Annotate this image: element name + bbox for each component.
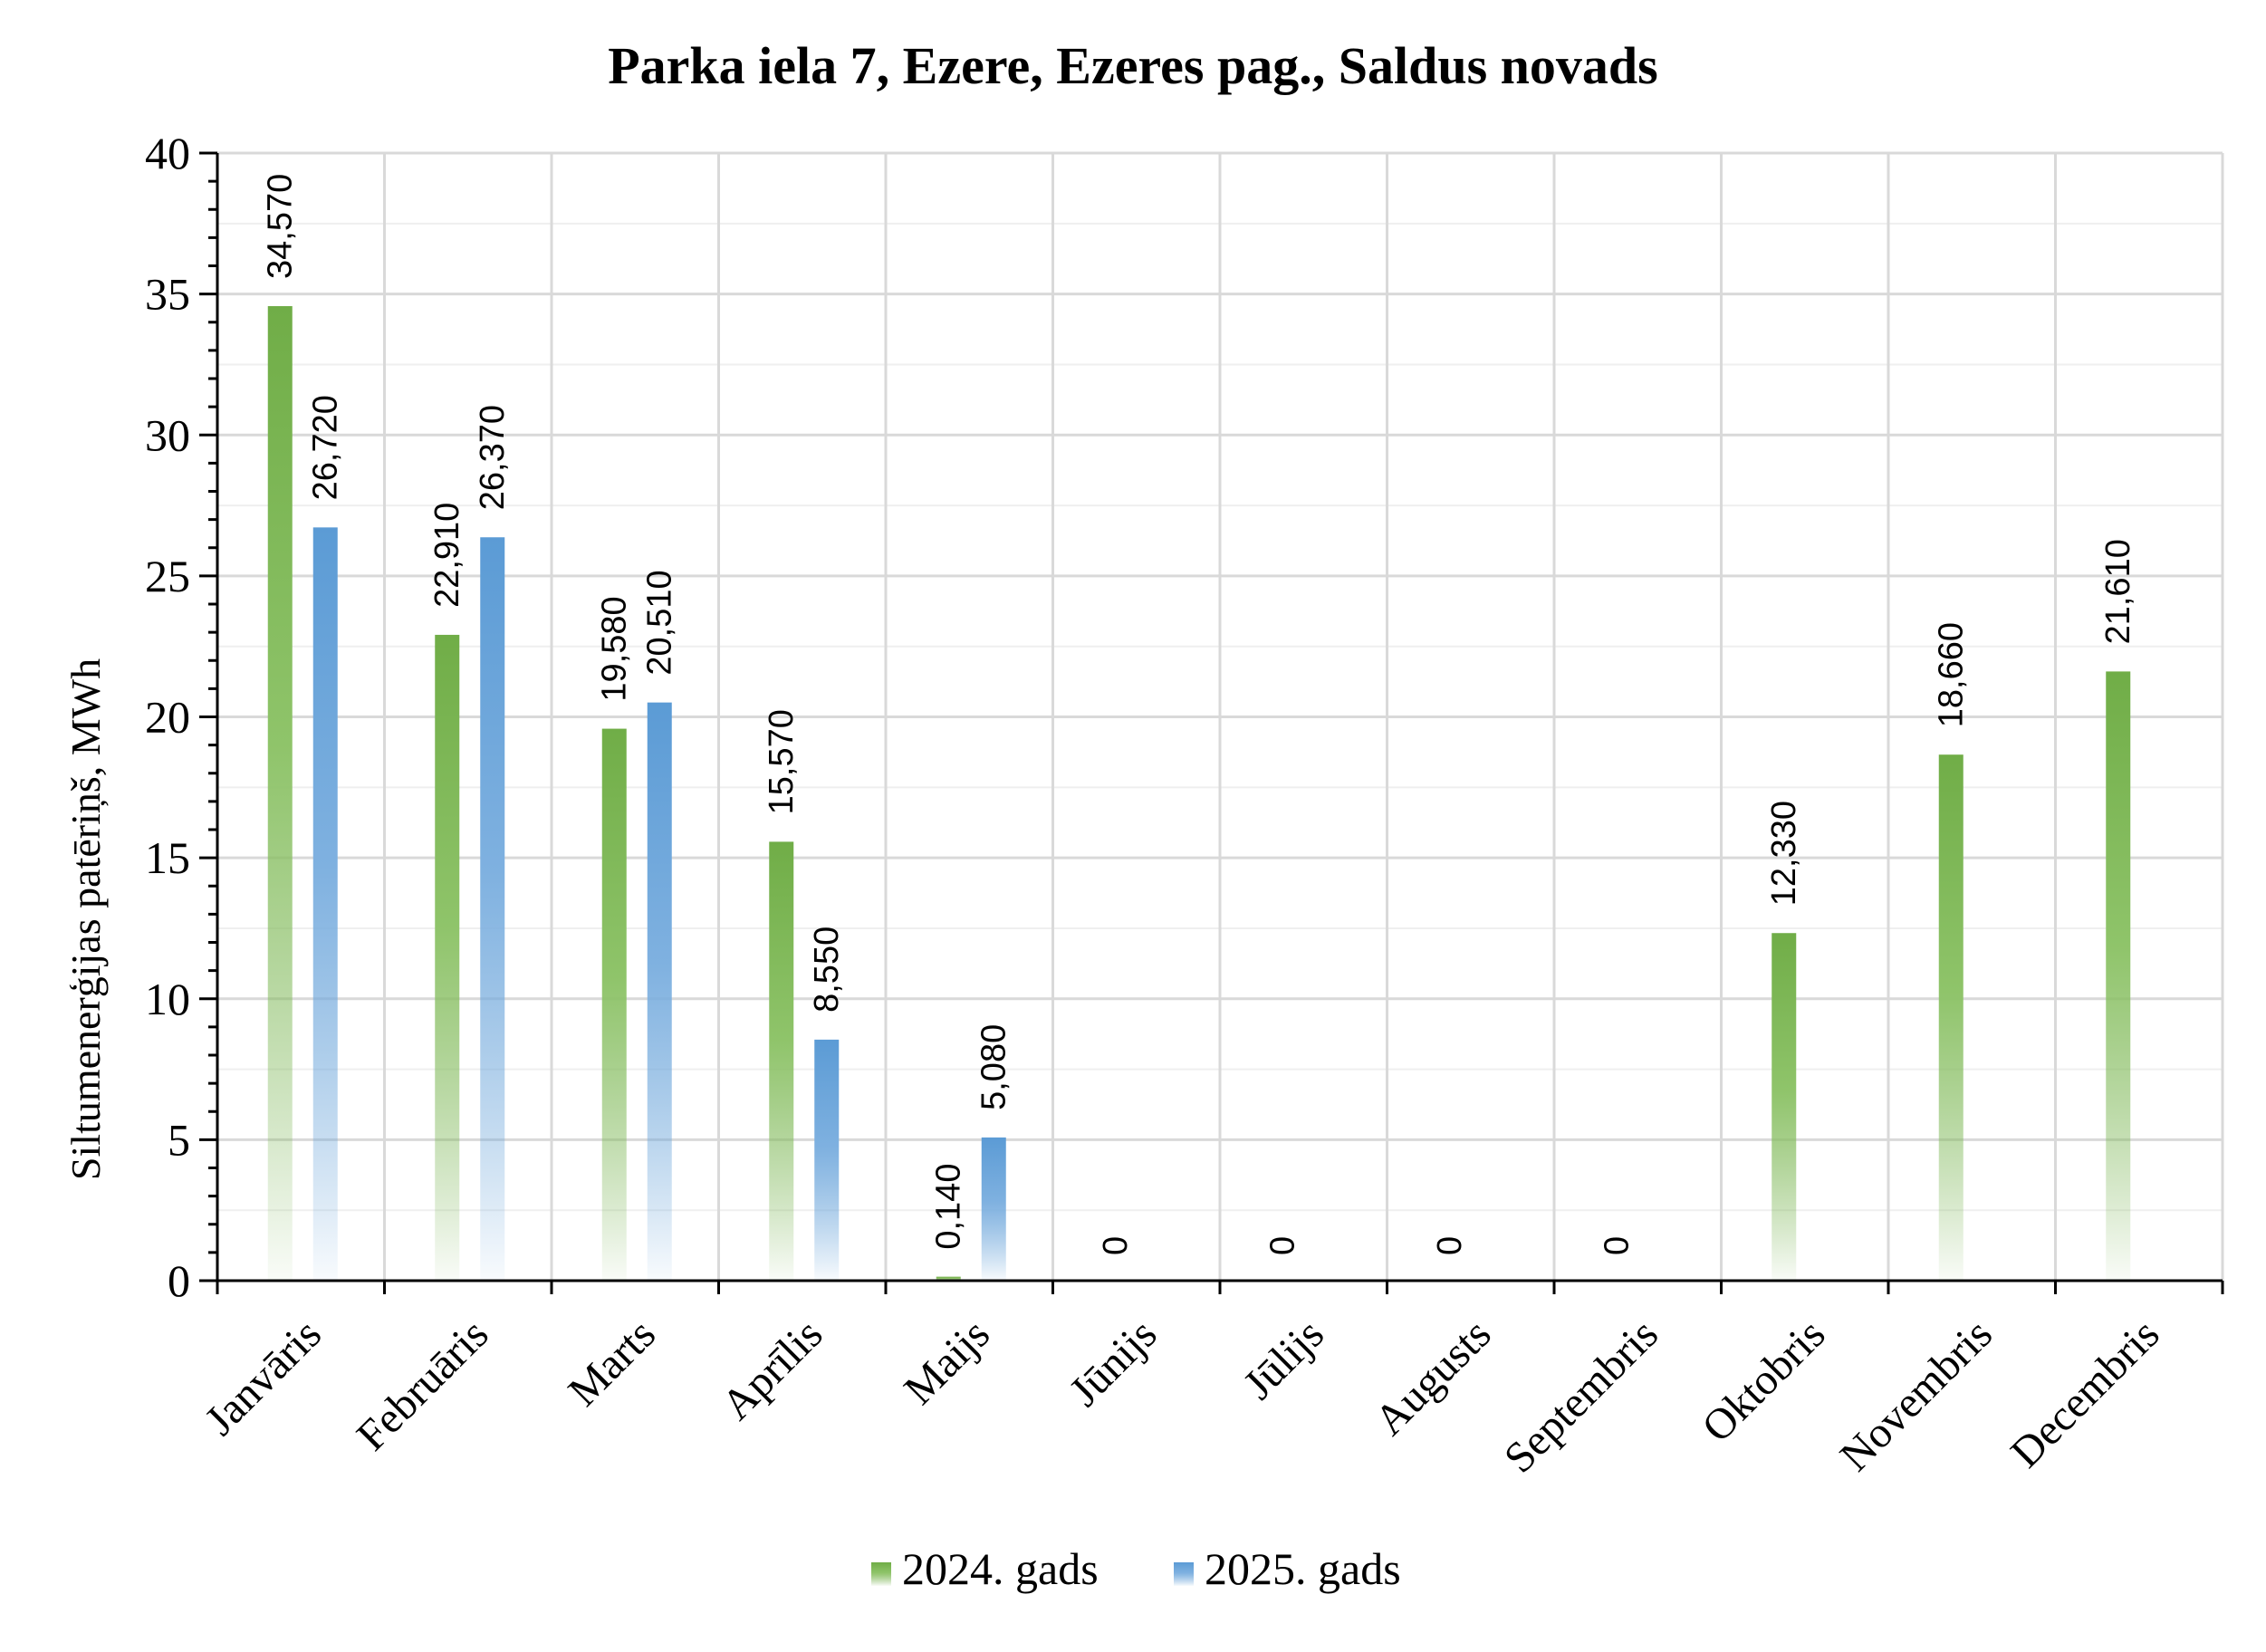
- data-label: 8,550: [808, 927, 846, 1013]
- y-axis-label: Siltumenerģijas patēriņš, MWh: [62, 658, 109, 1180]
- chart-title: Parka iela 7, Ezere, Ezeres pag., Saldus…: [608, 36, 1658, 95]
- data-label: 18,660: [1932, 622, 1970, 727]
- x-tick-label: Augusts: [1366, 1310, 1501, 1445]
- data-label: 0,140: [929, 1164, 967, 1250]
- data-label: 26,720: [306, 395, 344, 500]
- gridlines: [217, 151, 2224, 1281]
- data-label: 0: [1263, 1236, 1301, 1255]
- y-tick-label: 40: [145, 128, 190, 178]
- data-label: 34,570: [261, 174, 299, 279]
- y-tick-label: 15: [145, 832, 190, 883]
- bar-2024: [435, 634, 460, 1281]
- bar-2024: [601, 728, 627, 1281]
- x-tick-label: Septembris: [1495, 1310, 1667, 1482]
- data-label: 22,910: [428, 503, 466, 608]
- axes: [199, 151, 2224, 1294]
- bar-2024: [2106, 671, 2131, 1281]
- y-tick-label: 5: [168, 1114, 190, 1165]
- x-tick-label: Jūlijs: [1234, 1310, 1333, 1408]
- x-tick-labels: Janvāris Februāris Marts Aprīlis Maijs Jūnijs…: [196, 1310, 2168, 1482]
- y-tick-label: 0: [168, 1255, 190, 1306]
- data-labels: 34,570 22,910 19,580 15,570 0,140 0 0 0 0 12,330 1…: [261, 174, 2137, 1255]
- bar-2024: [1772, 933, 1797, 1281]
- y-tick-labels: 0 5 10 15 20 25 30 35 40: [145, 128, 190, 1306]
- data-label: 12,330: [1765, 801, 1803, 906]
- legend-swatch: [1174, 1562, 1194, 1586]
- x-tick-label: Marts: [559, 1310, 665, 1416]
- y-tick-label: 20: [145, 692, 190, 743]
- x-tick-label: Maijs: [895, 1310, 999, 1414]
- data-label: 19,580: [595, 596, 633, 701]
- data-label: 26,370: [474, 405, 512, 510]
- x-tick-label: Decembris: [2002, 1310, 2168, 1476]
- legend: 2024. gads 2025. gads: [871, 1543, 1401, 1594]
- bars: [267, 306, 2131, 1281]
- data-label: 21,610: [2099, 539, 2137, 644]
- bar-2024: [267, 306, 293, 1281]
- data-label: 5,080: [975, 1024, 1013, 1110]
- x-tick-label: Novembris: [1831, 1310, 2002, 1480]
- bar-2025: [981, 1137, 1006, 1281]
- y-tick-label: 25: [145, 551, 190, 601]
- data-label: 0: [1097, 1236, 1135, 1255]
- x-tick-label: Jūnijs: [1061, 1310, 1167, 1416]
- bar-2024: [769, 841, 794, 1281]
- legend-swatch: [871, 1562, 891, 1586]
- bar-2025: [480, 537, 505, 1281]
- bar-2025: [647, 702, 672, 1281]
- data-label: 0: [1598, 1236, 1636, 1255]
- x-tick-label: Aprīlis: [713, 1310, 832, 1429]
- bar-2024: [936, 1276, 961, 1281]
- bar-2024: [1938, 754, 1964, 1281]
- y-tick-label: 10: [145, 974, 190, 1024]
- bar-2025: [312, 527, 338, 1281]
- x-tick-label: Oktobris: [1693, 1310, 1834, 1451]
- bar-2025: [814, 1039, 840, 1281]
- data-label: 0: [1431, 1236, 1469, 1255]
- data-label: 20,510: [640, 570, 678, 675]
- y-tick-label: 30: [145, 409, 190, 460]
- y-tick-label: 35: [145, 269, 190, 320]
- legend-label: 2025. gads: [1205, 1543, 1401, 1594]
- legend-label: 2024. gads: [902, 1543, 1099, 1594]
- x-tick-label: Februāris: [348, 1310, 498, 1460]
- data-label: 15,570: [763, 709, 801, 814]
- x-tick-label: Janvāris: [196, 1310, 331, 1445]
